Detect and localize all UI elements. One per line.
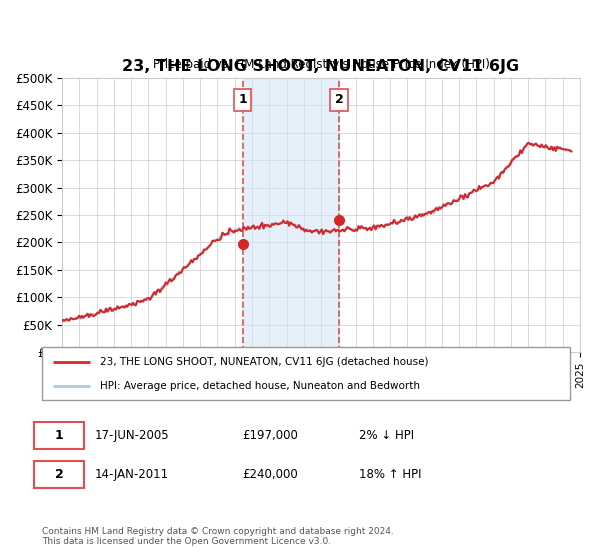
Text: 1: 1 bbox=[238, 94, 247, 106]
Text: £197,000: £197,000 bbox=[242, 429, 299, 442]
Title: 23, THE LONG SHOOT, NUNEATON, CV11 6JG: 23, THE LONG SHOOT, NUNEATON, CV11 6JG bbox=[122, 59, 520, 74]
Text: 23, THE LONG SHOOT, NUNEATON, CV11 6JG (detached house): 23, THE LONG SHOOT, NUNEATON, CV11 6JG (… bbox=[100, 357, 428, 367]
FancyBboxPatch shape bbox=[34, 422, 84, 449]
Text: 1: 1 bbox=[55, 429, 63, 442]
Text: 18% ↑ HPI: 18% ↑ HPI bbox=[359, 468, 421, 481]
Text: Contains HM Land Registry data © Crown copyright and database right 2024.
This d: Contains HM Land Registry data © Crown c… bbox=[42, 526, 394, 546]
FancyBboxPatch shape bbox=[34, 461, 84, 488]
Text: 2: 2 bbox=[55, 468, 63, 481]
Text: 14-JAN-2011: 14-JAN-2011 bbox=[95, 468, 169, 481]
Text: 17-JUN-2005: 17-JUN-2005 bbox=[95, 429, 169, 442]
Text: 2: 2 bbox=[335, 94, 343, 106]
FancyBboxPatch shape bbox=[42, 347, 570, 400]
Text: £240,000: £240,000 bbox=[242, 468, 298, 481]
Bar bbox=[242, 78, 339, 352]
Text: HPI: Average price, detached house, Nuneaton and Bedworth: HPI: Average price, detached house, Nune… bbox=[100, 381, 420, 391]
Text: Price paid vs. HM Land Registry's House Price Index (HPI): Price paid vs. HM Land Registry's House … bbox=[152, 58, 490, 71]
Text: 2% ↓ HPI: 2% ↓ HPI bbox=[359, 429, 414, 442]
